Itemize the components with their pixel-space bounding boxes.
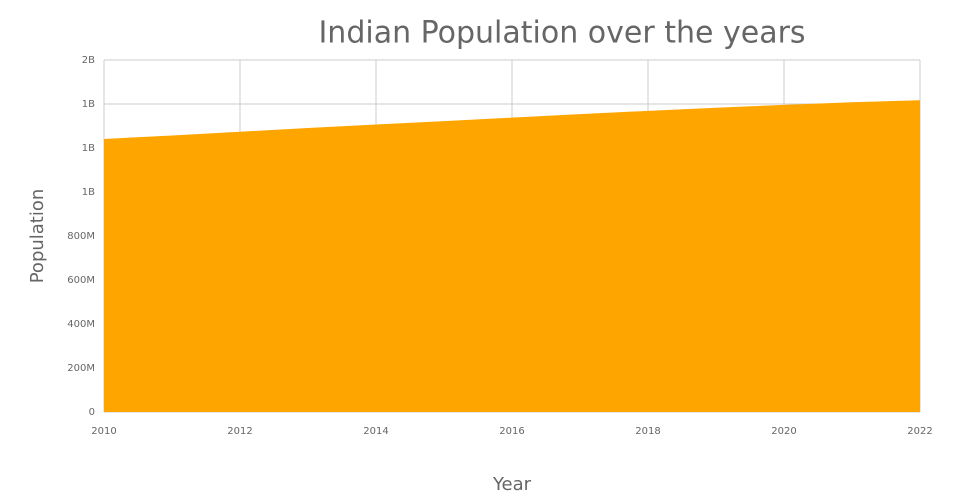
y-tick-label: 600M [67,275,95,286]
x-tick-label: 2020 [771,426,796,437]
y-tick-label: 1B [82,99,95,110]
y-tick-label: 200M [67,363,95,374]
y-axis-title: Population [27,189,48,284]
y-tick-label: 1B [82,143,95,154]
y-tick-label: 1B [82,187,95,198]
y-tick-label: 0 [89,407,95,418]
area [104,100,920,412]
x-tick-label: 2010 [91,426,116,437]
chart-title: Indian Population over the years [318,16,805,51]
x-tick-label: 2022 [907,426,932,437]
x-tick-label: 2016 [499,426,524,437]
y-tick-label: 400M [67,319,95,330]
y-tick-label: 2B [82,55,95,66]
y-tick-label: 800M [67,231,95,242]
x-tick-label: 2018 [635,426,660,437]
x-tick-label: 2014 [363,426,388,437]
x-tick-label: 2012 [227,426,252,437]
x-axis-title: Year [492,474,532,495]
